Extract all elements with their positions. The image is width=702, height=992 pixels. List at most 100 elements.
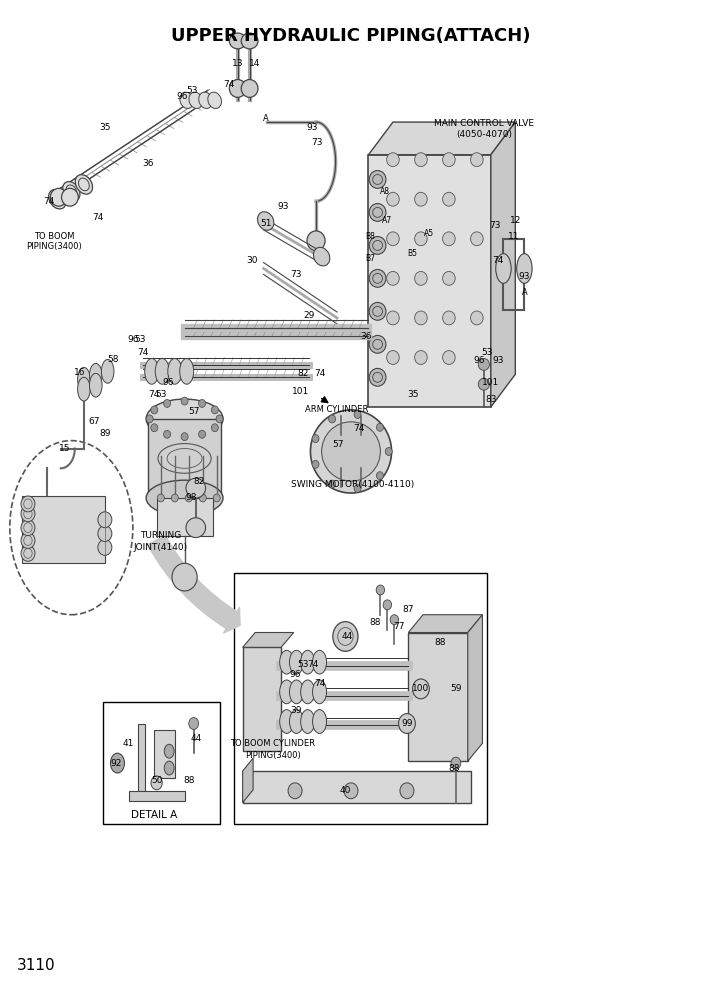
Text: 101: 101 — [292, 387, 310, 396]
Text: 82: 82 — [298, 369, 309, 378]
Ellipse shape — [171, 494, 178, 502]
Ellipse shape — [517, 254, 532, 284]
Ellipse shape — [442, 311, 455, 324]
Text: PIPING(3400): PIPING(3400) — [26, 242, 81, 251]
Ellipse shape — [21, 533, 35, 549]
Polygon shape — [468, 615, 482, 761]
Ellipse shape — [230, 79, 246, 97]
Text: 96: 96 — [289, 670, 301, 679]
Text: 74: 74 — [354, 425, 365, 434]
Text: 88: 88 — [449, 764, 461, 773]
Ellipse shape — [399, 713, 416, 733]
Ellipse shape — [300, 680, 314, 703]
Text: 35: 35 — [99, 123, 111, 132]
Ellipse shape — [312, 460, 319, 468]
Ellipse shape — [21, 506, 35, 522]
Ellipse shape — [21, 546, 35, 561]
Ellipse shape — [62, 188, 79, 206]
Polygon shape — [243, 771, 471, 803]
Ellipse shape — [400, 783, 414, 799]
Ellipse shape — [199, 431, 206, 438]
Ellipse shape — [415, 272, 428, 286]
Ellipse shape — [98, 540, 112, 556]
Ellipse shape — [164, 431, 171, 438]
Text: A: A — [522, 288, 527, 297]
Ellipse shape — [329, 480, 336, 488]
Text: 74: 74 — [148, 390, 159, 399]
Ellipse shape — [279, 651, 293, 674]
Ellipse shape — [387, 232, 399, 246]
Ellipse shape — [387, 153, 399, 167]
Text: 41: 41 — [123, 739, 134, 748]
Ellipse shape — [62, 182, 80, 201]
Text: 53: 53 — [482, 348, 493, 357]
Ellipse shape — [383, 600, 392, 610]
Ellipse shape — [369, 270, 386, 288]
Text: B5: B5 — [408, 249, 418, 258]
Bar — [234, 573, 487, 824]
Ellipse shape — [312, 434, 319, 442]
Ellipse shape — [322, 422, 380, 481]
Ellipse shape — [470, 153, 483, 167]
Ellipse shape — [213, 494, 220, 502]
Text: 73: 73 — [312, 138, 323, 148]
Ellipse shape — [415, 350, 428, 364]
Ellipse shape — [442, 232, 455, 246]
Text: 67: 67 — [88, 418, 100, 427]
Ellipse shape — [151, 406, 158, 414]
Text: 93: 93 — [307, 123, 318, 132]
Text: 51: 51 — [260, 219, 272, 228]
Ellipse shape — [241, 33, 258, 49]
Ellipse shape — [145, 358, 159, 384]
Text: 13: 13 — [232, 60, 244, 68]
Text: 100: 100 — [412, 684, 430, 693]
Text: 96: 96 — [127, 335, 138, 344]
Text: 74: 74 — [137, 348, 148, 357]
Text: 16: 16 — [74, 368, 86, 377]
Bar — [185, 331, 369, 339]
Ellipse shape — [442, 192, 455, 206]
Text: 58: 58 — [107, 355, 119, 364]
Text: 96: 96 — [473, 356, 484, 365]
Text: TO BOOM CYLINDER: TO BOOM CYLINDER — [230, 739, 315, 748]
Ellipse shape — [258, 211, 274, 230]
Ellipse shape — [415, 192, 428, 206]
Bar — [154, 730, 175, 778]
Ellipse shape — [230, 33, 246, 49]
Ellipse shape — [413, 679, 430, 698]
Ellipse shape — [78, 377, 90, 401]
Text: 96: 96 — [162, 378, 173, 387]
Ellipse shape — [216, 415, 223, 423]
Ellipse shape — [369, 171, 386, 188]
Text: 74: 74 — [314, 680, 325, 688]
Text: 3110: 3110 — [17, 958, 55, 973]
Ellipse shape — [208, 92, 222, 108]
Text: 30: 30 — [246, 256, 258, 265]
Ellipse shape — [442, 350, 455, 364]
Ellipse shape — [376, 471, 383, 479]
Bar — [185, 323, 369, 331]
Ellipse shape — [89, 363, 102, 387]
Text: 36: 36 — [361, 332, 372, 341]
Bar — [138, 723, 145, 798]
Text: B8: B8 — [366, 232, 376, 241]
Text: B7: B7 — [366, 254, 376, 263]
Ellipse shape — [288, 783, 302, 799]
Text: 53: 53 — [186, 86, 197, 95]
Text: 83: 83 — [485, 395, 496, 404]
Ellipse shape — [101, 359, 114, 383]
Polygon shape — [491, 122, 515, 407]
Ellipse shape — [211, 406, 218, 414]
Bar — [128, 791, 185, 801]
Text: ARM CYLINDER: ARM CYLINDER — [305, 406, 369, 415]
Polygon shape — [369, 122, 515, 155]
Bar — [157, 498, 213, 536]
Ellipse shape — [164, 400, 171, 408]
Ellipse shape — [151, 424, 158, 432]
Text: 15: 15 — [58, 444, 70, 453]
Bar — [22, 496, 105, 563]
Ellipse shape — [369, 303, 386, 320]
Ellipse shape — [289, 709, 303, 733]
Ellipse shape — [89, 373, 102, 397]
Ellipse shape — [168, 358, 182, 384]
